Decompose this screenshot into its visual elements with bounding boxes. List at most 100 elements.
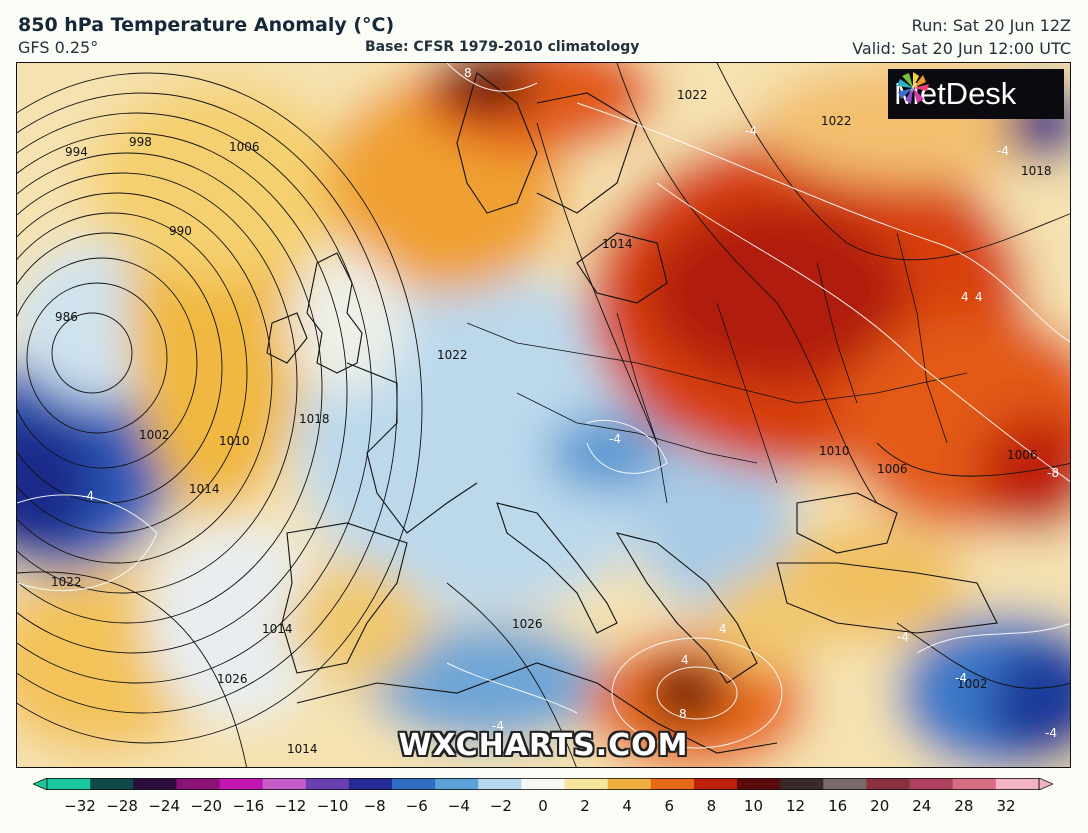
isobar-label: 1010 bbox=[819, 444, 850, 458]
isobar-label: 1006 bbox=[877, 462, 908, 476]
color-bar-segment bbox=[176, 778, 221, 790]
anomaly-label: -4 bbox=[82, 489, 94, 503]
isobar-label: 1022 bbox=[51, 575, 82, 589]
anomaly-label: 8 bbox=[464, 66, 472, 80]
color-bar-segment bbox=[693, 778, 738, 790]
color-bar-segment bbox=[47, 778, 91, 790]
isobar-label: 1022 bbox=[677, 88, 708, 102]
color-bar-segment bbox=[909, 778, 954, 790]
color-bar-segment bbox=[823, 778, 868, 790]
color-bar-tick-label: 2 bbox=[580, 797, 590, 815]
color-bar-tick-label: −20 bbox=[190, 797, 223, 815]
isobar-label: 1010 bbox=[219, 434, 250, 448]
anomaly-label: 4 bbox=[975, 290, 983, 304]
color-bar-segment bbox=[435, 778, 479, 790]
color-bar-tick-label: −2 bbox=[489, 797, 512, 815]
isobar-label: 1014 bbox=[287, 742, 318, 756]
color-bar-tick-label: −32 bbox=[64, 797, 96, 815]
metdesk-logo: MetDesk bbox=[888, 69, 1064, 119]
color-bar-segment bbox=[737, 778, 781, 790]
isobar-labels: 994 998 1006 990 986 1002 1010 1014 1018… bbox=[51, 88, 1052, 756]
color-bar-border bbox=[46, 778, 1040, 790]
anomaly-label: 4 bbox=[961, 290, 969, 304]
anomaly-map[interactable]: 994 998 1006 990 986 1002 1010 1014 1018… bbox=[16, 62, 1071, 768]
anomaly-field bbox=[17, 63, 1070, 767]
color-bar-tick-label: 8 bbox=[706, 797, 717, 815]
anomaly-label: 8 bbox=[679, 707, 687, 721]
color-bar-tick-label: 4 bbox=[622, 797, 632, 815]
valid-time-label: Valid: Sat 20 Jun 12:00 UTC bbox=[852, 39, 1071, 58]
color-bar-tick-label: −28 bbox=[106, 797, 138, 815]
color-bar-left-arrow bbox=[33, 778, 48, 790]
color-bar-tick-label: −8 bbox=[363, 797, 386, 815]
metdesk-flower-icon bbox=[897, 72, 929, 104]
anomaly-label: -8 bbox=[1047, 466, 1059, 480]
isobar-label: 1002 bbox=[957, 677, 988, 691]
isobar-label: 1014 bbox=[189, 482, 220, 496]
color-bar-segment bbox=[650, 778, 695, 790]
color-bar-segment bbox=[952, 778, 997, 790]
color-bar bbox=[33, 778, 1053, 790]
anomaly-contours bbox=[17, 63, 1070, 749]
isobars bbox=[17, 63, 1070, 767]
color-bar-tick-label: −10 bbox=[316, 797, 349, 815]
map-field: 994 998 1006 990 986 1002 1010 1014 1018… bbox=[17, 63, 1070, 767]
color-bar-tick-label: −12 bbox=[274, 797, 307, 815]
color-bar-segment bbox=[219, 778, 264, 790]
color-bar-tick-label: 10 bbox=[743, 797, 763, 815]
anomaly-label: 4 bbox=[681, 653, 689, 667]
anomaly-labels: 8 -4 -4 4 4 -4 -8 -4 -4 4 8 -4 -4 -4 4 bbox=[82, 66, 1059, 740]
color-bar-tick-label: −16 bbox=[232, 797, 265, 815]
anomaly-label: -4 bbox=[997, 144, 1009, 158]
isobar-label: 986 bbox=[55, 310, 78, 324]
isobar-label: 1022 bbox=[821, 114, 852, 128]
isobar-label: 1018 bbox=[299, 412, 330, 426]
color-bar-segment bbox=[133, 778, 177, 790]
color-bar-tick-label: 24 bbox=[912, 797, 932, 815]
isobar-label: 1014 bbox=[262, 622, 293, 636]
model-label: GFS 0.25° bbox=[18, 38, 99, 57]
color-bar-tick-label: 32 bbox=[996, 797, 1016, 815]
isobar-label: 1018 bbox=[1021, 164, 1052, 178]
color-bar-segment bbox=[90, 778, 134, 790]
anomaly-label: -4 bbox=[745, 124, 757, 138]
color-bar-segment bbox=[780, 778, 824, 790]
color-bar-tick-label: 0 bbox=[538, 797, 548, 815]
color-bar-tick-label: 20 bbox=[870, 797, 890, 815]
color-bar-right-arrow bbox=[1038, 778, 1053, 790]
color-bar-segment bbox=[305, 778, 350, 790]
anomaly-label: -4 bbox=[897, 630, 909, 644]
color-bar-segment bbox=[607, 778, 652, 790]
isobar-label: 1006 bbox=[229, 140, 260, 154]
anomaly-label: -4 bbox=[955, 671, 967, 685]
color-bar-tick-label: 16 bbox=[828, 797, 848, 815]
color-bar-segment bbox=[348, 778, 393, 790]
anomaly-label: -4 bbox=[492, 719, 504, 733]
color-bar-tick-label: −4 bbox=[447, 797, 470, 815]
isobar-label: 1006 bbox=[1007, 448, 1038, 462]
run-time-label: Run: Sat 20 Jun 12Z bbox=[911, 16, 1071, 35]
isobar-label: 1026 bbox=[512, 617, 543, 631]
isobar-label: 990 bbox=[169, 224, 192, 238]
color-bar-tick-label: −24 bbox=[148, 797, 180, 815]
color-bar-segment bbox=[866, 778, 911, 790]
color-bar-segment bbox=[564, 778, 609, 790]
isobar-label: 1002 bbox=[139, 428, 170, 442]
anomaly-label: -4 bbox=[609, 432, 621, 446]
isobar-label: 1022 bbox=[437, 348, 468, 362]
base-climatology-label: Base: CFSR 1979-2010 climatology bbox=[365, 39, 640, 55]
isobar-label: 1014 bbox=[602, 237, 633, 251]
color-bar-segment bbox=[995, 778, 1040, 790]
color-bar-tick-label: −6 bbox=[405, 797, 428, 815]
anomaly-label: 4 bbox=[719, 622, 727, 636]
isobar-label: 998 bbox=[129, 135, 152, 149]
map-title: 850 hPa Temperature Anomaly (°C) bbox=[18, 14, 395, 36]
wxcharts-watermark: WXCHARTS.COM bbox=[398, 728, 689, 763]
color-bar-segment bbox=[521, 778, 566, 790]
isobar-label: 1026 bbox=[217, 672, 248, 686]
color-bar-tick-label: 28 bbox=[954, 797, 974, 815]
color-bar-tick-label: 12 bbox=[785, 797, 806, 815]
anomaly-label: -4 bbox=[1045, 726, 1057, 740]
color-bar-segment bbox=[478, 778, 523, 790]
color-bar-tick-label: 6 bbox=[664, 797, 675, 815]
